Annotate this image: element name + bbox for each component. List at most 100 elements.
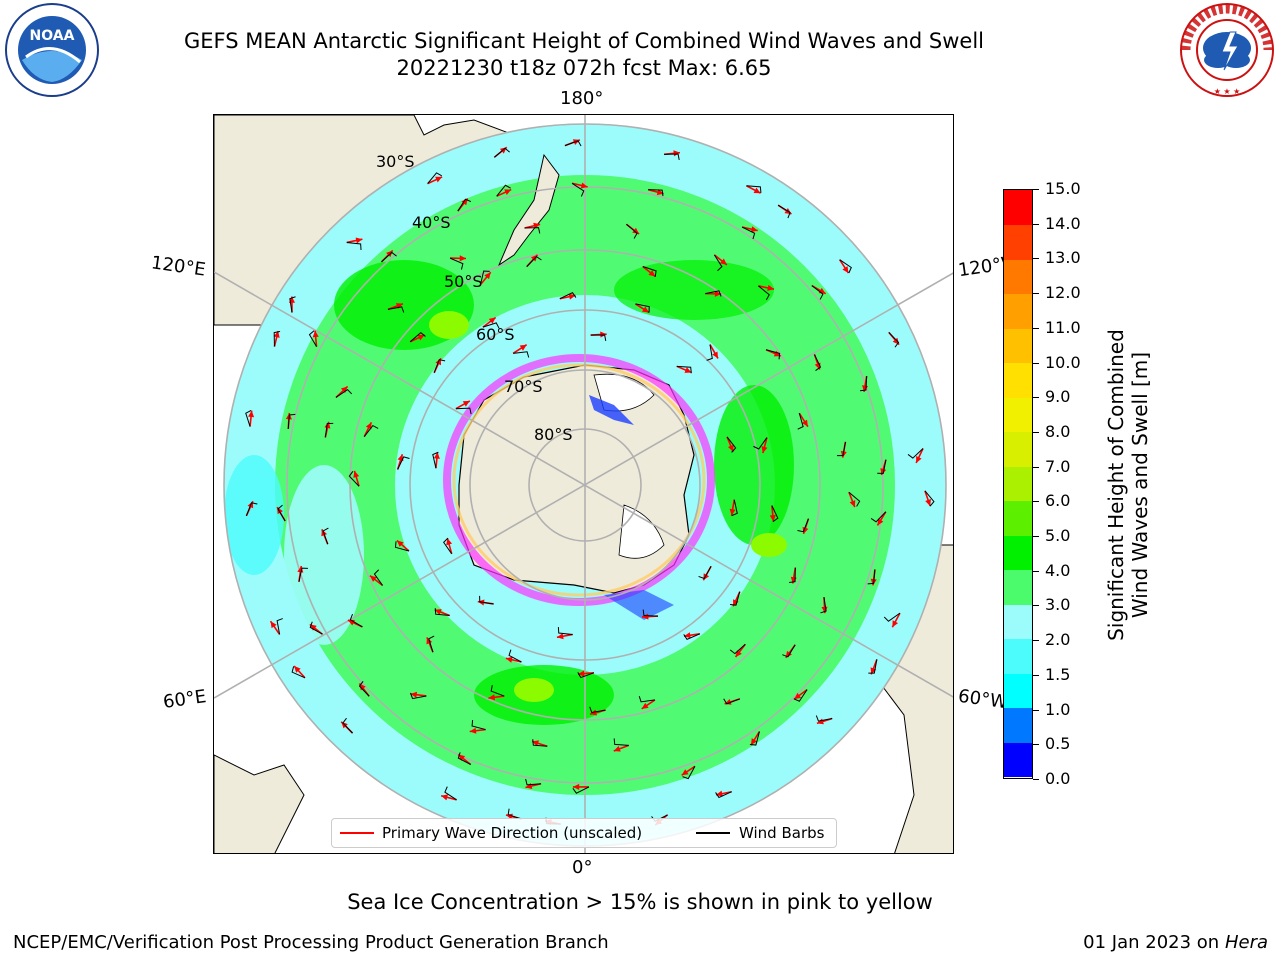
wave-arrow-head xyxy=(340,386,348,393)
wave-arrow-head xyxy=(727,444,734,452)
wave-arrow-head xyxy=(353,470,360,478)
wind-barb xyxy=(394,541,410,552)
wave-arrow-head xyxy=(530,254,538,262)
wind-barb xyxy=(642,609,658,617)
colorbar-bin xyxy=(1004,190,1032,226)
wind-barb xyxy=(433,359,446,373)
wind-barb xyxy=(245,502,258,517)
wave-arrow-head xyxy=(750,226,758,233)
wave-arrow-head xyxy=(410,691,418,698)
wind-barb xyxy=(705,290,722,297)
colorbar-bin xyxy=(1004,535,1032,571)
wave-arrow-head xyxy=(925,499,931,506)
wind-barb xyxy=(457,198,472,212)
colorbar-tick-label: 9.0 xyxy=(1033,387,1070,406)
legend-wave-label: Primary Wave Direction (unscaled) xyxy=(382,824,643,842)
wind-barb xyxy=(298,567,308,582)
wave-arrow-head xyxy=(572,783,580,790)
wave-arrow-head xyxy=(433,452,440,459)
wind-barb xyxy=(572,786,590,794)
wave-arrow-head xyxy=(458,754,466,761)
wave-arrow-head xyxy=(519,344,527,351)
wind-barb xyxy=(524,227,541,234)
colorbar-bin xyxy=(1004,707,1032,743)
wave-arrow-head xyxy=(532,740,539,747)
wind-barb xyxy=(349,613,363,628)
wind-barb xyxy=(836,441,846,457)
wind-barb xyxy=(444,786,457,801)
chart-title: GEFS MEAN Antarctic Significant Height o… xyxy=(183,29,985,53)
wave-arrow-head xyxy=(613,745,621,752)
wind-barb xyxy=(494,147,510,158)
wind-barb xyxy=(322,527,329,545)
colorbar-tick-label: 10.0 xyxy=(1033,353,1081,372)
wind-barb xyxy=(683,633,701,641)
colorbar-tick-label: 14.0 xyxy=(1033,214,1081,233)
wind-barb xyxy=(289,296,296,313)
colorbar-bin xyxy=(1004,638,1032,674)
wind-barb xyxy=(859,376,868,392)
colorbar-tick-label: 8.0 xyxy=(1033,422,1070,441)
wave-arrow-head xyxy=(505,656,513,663)
wind-barb xyxy=(868,659,878,674)
wind-barb xyxy=(746,185,762,193)
wind-barb xyxy=(358,680,370,697)
wind-barb xyxy=(363,424,379,437)
wave-arrow-head xyxy=(504,189,512,195)
colorbar-bin xyxy=(1004,500,1032,536)
wind-barb xyxy=(455,407,472,415)
new-zealand-landmass xyxy=(497,153,560,267)
wind-barb xyxy=(559,292,577,300)
wind-barb xyxy=(273,330,281,347)
map-legend: Primary Wave Direction (unscaled) Wind B… xyxy=(331,818,837,848)
wave-arrow-head xyxy=(712,351,718,359)
wind-barb xyxy=(626,223,638,239)
colorbar-label: Significant Height of Combined Wind Wave… xyxy=(1104,329,1152,641)
wind-barb xyxy=(525,778,542,786)
nws-logo: ★ ★ ★ xyxy=(1178,2,1276,98)
wave-arrow-head xyxy=(369,575,377,582)
wind-barb xyxy=(513,351,530,358)
wave-arrow-head xyxy=(632,227,640,235)
wind-barb xyxy=(749,731,760,746)
colorbar-bin xyxy=(1004,362,1032,398)
wave-arrow-head xyxy=(297,565,304,573)
map-svg: 30°S 40°S 50°S 60°S 70°S 80°S xyxy=(214,115,953,853)
nws-logo-graphic: ★ ★ ★ xyxy=(1180,3,1274,97)
wave-arrow-head xyxy=(312,330,319,338)
wave-arrow-head xyxy=(750,738,757,746)
wind-barb xyxy=(811,285,824,300)
wave-arrow-head xyxy=(767,284,775,291)
wave-arrow-head xyxy=(801,419,808,427)
legend-barb-swatch xyxy=(696,832,730,834)
wind-barb xyxy=(771,505,779,523)
wind-barb xyxy=(508,649,522,663)
wind-barb xyxy=(434,608,450,616)
colorbar-tick-label: 15.0 xyxy=(1033,179,1081,198)
colorbar-tick-label: 1.5 xyxy=(1033,665,1070,684)
lon-label-0: 0° xyxy=(572,857,593,878)
wind-barb xyxy=(479,595,494,605)
footer-date-text: 01 Jan 2023 on xyxy=(1083,932,1225,953)
wave-arrow-head xyxy=(916,455,922,463)
colorbar-tick-label: 4.0 xyxy=(1033,561,1070,580)
wind-barb xyxy=(870,511,887,523)
wind-barb xyxy=(496,184,511,197)
wave-arrow-head xyxy=(753,187,761,194)
wind-barb xyxy=(373,569,383,586)
vector-field xyxy=(245,139,935,826)
colorbar-bin xyxy=(1004,293,1032,329)
wave-arrow-head xyxy=(435,176,443,183)
wind-barb xyxy=(848,491,861,507)
wave-arrow-head xyxy=(681,769,689,776)
wave-arrow-head xyxy=(761,446,768,454)
antarctica-landmass xyxy=(458,364,695,594)
wave-arrow-head xyxy=(386,250,393,258)
wind-barb xyxy=(557,627,573,635)
wave-arrow-head xyxy=(488,317,496,324)
wave-arrow-head xyxy=(580,182,588,189)
wave-arrow-head xyxy=(641,613,649,620)
wave-arrow-head xyxy=(446,538,453,546)
map-panel: 30°S 40°S 50°S 60°S 70°S 80°S Primary Wa… xyxy=(213,114,954,854)
wave-arrow-head xyxy=(484,272,491,280)
